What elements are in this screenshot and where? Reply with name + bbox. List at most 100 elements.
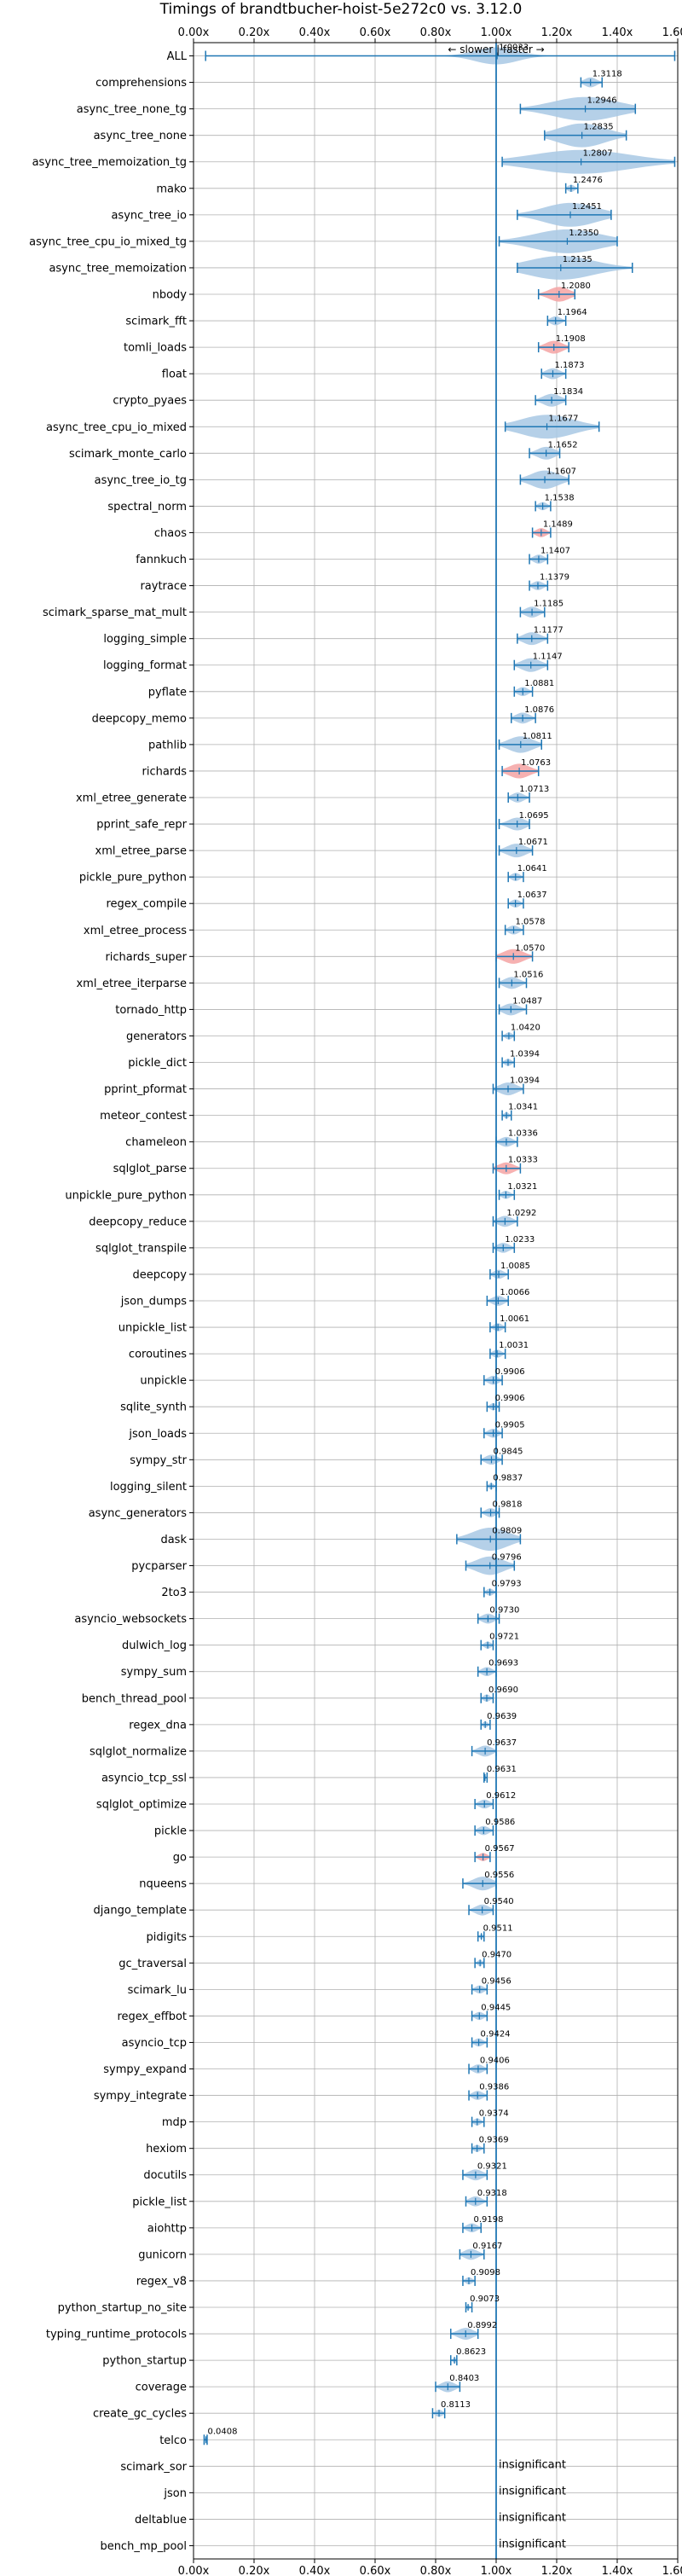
category-label: bench_mp_pool — [100, 2540, 187, 2553]
category-label: typing_runtime_protocols — [46, 2329, 187, 2341]
insignificant-label: insignificant — [499, 2538, 566, 2550]
grid-lines — [194, 43, 678, 2559]
category-label: sympy_sum — [121, 1666, 187, 1679]
x-tick-label-bottom: 0.60x — [360, 2565, 391, 2576]
category-label: async_generators — [89, 1507, 188, 1520]
category-label: generators — [126, 1030, 187, 1043]
value-label: 1.1407 — [540, 547, 570, 556]
value-label: 1.2835 — [584, 123, 614, 132]
category-label: docutils — [143, 2169, 187, 2182]
value-label: 0.9321 — [477, 2162, 507, 2172]
category-label: richards_super — [105, 951, 187, 964]
category-label: sqlglot_normalize — [90, 1745, 187, 1758]
category-label: async_tree_cpu_io_mixed_tg — [29, 235, 187, 248]
category-label: async_tree_cpu_io_mixed — [46, 421, 187, 434]
category-label: logging_format — [103, 659, 187, 672]
value-label: 0.9098 — [471, 2268, 500, 2277]
category-label: sqlglot_transpile — [95, 1242, 187, 1255]
category-label: regex_v8 — [136, 2275, 187, 2288]
category-label: xml_etree_process — [84, 925, 187, 937]
category-label: django_template — [94, 1905, 187, 1917]
value-label: 1.0394 — [510, 1076, 540, 1086]
category-label: unpickle — [140, 1375, 187, 1388]
category-label: telco — [159, 2434, 187, 2447]
category-label: sqlite_synth — [120, 1401, 187, 1414]
value-label: 0.9612 — [486, 1791, 516, 1801]
value-label: 0.9073 — [470, 2295, 500, 2304]
x-tick-label-bottom: 0.00x — [178, 2565, 210, 2576]
category-label: json — [163, 2487, 187, 2500]
value-label: 0.9167 — [472, 2242, 502, 2251]
category-label: gunicorn — [138, 2248, 187, 2261]
value-label: 1.1177 — [534, 626, 564, 635]
value-label: 1.0061 — [500, 1314, 529, 1324]
category-label: sympy_expand — [103, 2063, 187, 2076]
category-label: pidigits — [147, 1931, 188, 1944]
value-label: 1.1489 — [543, 519, 573, 529]
value-label: 1.1147 — [533, 653, 563, 662]
value-label: 0.9639 — [487, 1712, 517, 1721]
x-tick-label-bottom: 1.20x — [541, 2565, 573, 2576]
value-label: 0.9905 — [495, 1420, 525, 1430]
value-label: 1.0233 — [505, 1235, 535, 1244]
value-label: 1.1652 — [548, 440, 578, 450]
value-label: 0.9906 — [495, 1394, 525, 1403]
value-label: 1.0637 — [517, 891, 547, 900]
category-label: spectral_norm — [107, 501, 187, 513]
value-label: 0.9456 — [482, 1976, 512, 1986]
category-label: scimark_fft — [125, 316, 187, 328]
value-label: 1.2946 — [587, 96, 617, 106]
chart-title: Timings of brandtbucher-hoist-5e272c0 vs… — [159, 1, 523, 18]
category-label: python_startup — [102, 2355, 187, 2368]
value-label: 1.2135 — [563, 255, 592, 264]
value-label: 1.0713 — [519, 785, 549, 794]
value-label: 0.9511 — [483, 1923, 513, 1933]
category-label: mako — [156, 183, 187, 195]
x-tick-label-top: 0.40x — [299, 26, 331, 39]
value-label: 1.1834 — [553, 387, 583, 397]
category-label: pickle_pure_python — [79, 872, 187, 885]
category-label: pickle_list — [132, 2196, 187, 2208]
category-label: pickle — [154, 1825, 187, 1838]
value-label: 0.9906 — [495, 1367, 525, 1377]
x-tick-label-bottom: 1.00x — [481, 2565, 512, 2576]
category-label: async_tree_io — [111, 209, 187, 222]
category-label: async_tree_none_tg — [77, 103, 187, 116]
x-tick-label-top: 0.80x — [420, 26, 452, 39]
value-label: 1.0085 — [500, 1262, 530, 1271]
category-label: regex_dna — [129, 1719, 187, 1732]
category-label: pprint_safe_repr — [96, 819, 187, 832]
value-label: 0.9818 — [493, 1500, 523, 1509]
category-label: go — [173, 1852, 187, 1865]
value-label: 0.9693 — [488, 1659, 518, 1668]
category-label: regex_effbot — [117, 2010, 187, 2023]
category-label: bench_thread_pool — [82, 1692, 187, 1705]
value-label: 1.0394 — [510, 1050, 540, 1059]
value-label: 0.8623 — [456, 2347, 486, 2357]
category-label: nbody — [153, 289, 188, 302]
value-label: 0.9374 — [479, 2109, 509, 2119]
category-label: dask — [160, 1534, 187, 1546]
category-label: create_gc_cycles — [93, 2408, 187, 2421]
value-label: 1.0570 — [515, 943, 545, 953]
category-label: 2to3 — [161, 1587, 187, 1599]
category-label: raytrace — [140, 580, 187, 593]
category-label: tomli_loads — [124, 342, 187, 355]
value-label: 1.0671 — [518, 838, 548, 847]
category-label: scimark_monte_carlo — [69, 448, 187, 461]
value-label: 0.8113 — [441, 2400, 471, 2410]
value-label: 1.0763 — [521, 758, 551, 768]
category-label: coroutines — [129, 1349, 187, 1361]
value-label: 0.9318 — [477, 2189, 507, 2198]
value-label: 1.0578 — [516, 917, 546, 926]
violin-series — [204, 48, 674, 2445]
value-label: 1.0341 — [508, 1103, 538, 1112]
insignificant-label: insignificant — [499, 2511, 566, 2524]
value-label: 0.9809 — [492, 1526, 522, 1535]
value-label: 0.9445 — [481, 2003, 511, 2012]
x-tick-label-bottom: 0.40x — [299, 2565, 331, 2576]
value-label: 1.0516 — [513, 970, 543, 979]
category-label: logging_silent — [110, 1481, 187, 1494]
category-label: pyflate — [148, 686, 187, 699]
category-label: tornado_http — [115, 1004, 187, 1017]
